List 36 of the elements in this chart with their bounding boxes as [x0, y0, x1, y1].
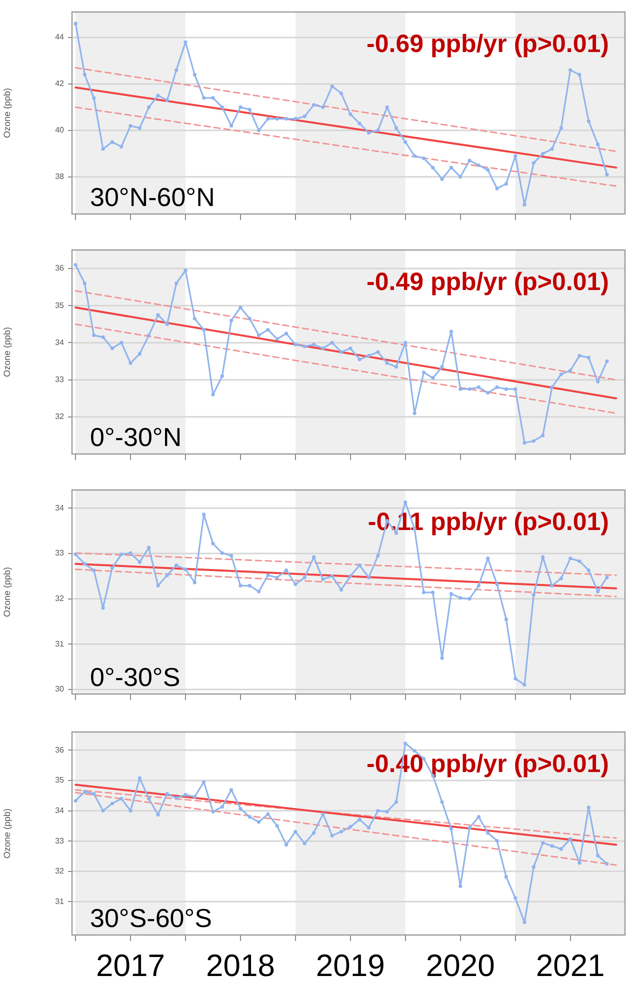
y-tick-label: 33: [55, 375, 65, 384]
y-tick-label: 31: [55, 896, 65, 906]
y-axis-title: Ozone (ppb): [2, 88, 12, 138]
y-axis-title: Ozone (ppb): [2, 566, 12, 618]
y-tick-label: 34: [55, 338, 65, 347]
y-tick-label: 42: [55, 79, 65, 88]
y-tick-label: 32: [55, 412, 65, 422]
y-tick-label: 33: [55, 836, 65, 846]
y-tick-label: 30: [55, 684, 65, 694]
y-tick-label: 34: [55, 503, 65, 512]
y-tick-label: 31: [55, 639, 65, 648]
annotation: 30°S-60°S: [90, 903, 212, 933]
y-axis-title: Ozone (ppb): [2, 326, 12, 378]
annotation: -0.40 ppb/yr (p>0.01): [366, 750, 609, 778]
y-tick-label: 40: [55, 126, 65, 135]
annotation: 0°-30°N: [90, 422, 182, 452]
x-tick-label: 2019: [316, 948, 385, 984]
y-tick-label: 35: [55, 300, 65, 310]
y-tick-label: 33: [55, 548, 65, 558]
annotation: 0°-30°S: [90, 662, 180, 692]
x-tick-label: 2020: [426, 948, 495, 984]
annotation: -0.69 ppb/yr (p>0.01): [366, 30, 609, 58]
y-tick-label: 35: [55, 776, 65, 785]
y-tick-label: 32: [55, 866, 65, 876]
y-tick-label: 36: [55, 745, 65, 754]
annotation: 30°N-60°N: [90, 182, 215, 212]
x-tick-label: 2021: [536, 948, 605, 984]
y-tick-label: 44: [55, 32, 65, 42]
y-tick-label: 36: [55, 264, 65, 273]
y-tick-label: 34: [55, 806, 65, 815]
annotation: -0.49 ppb/yr (p>0.01): [366, 268, 609, 296]
x-tick-label: 2018: [206, 948, 275, 984]
y-axis-title: Ozone (ppb): [2, 808, 12, 859]
y-tick-label: 38: [55, 172, 65, 182]
y-tick-label: 32: [55, 594, 65, 604]
x-tick-label: 2017: [96, 948, 166, 984]
